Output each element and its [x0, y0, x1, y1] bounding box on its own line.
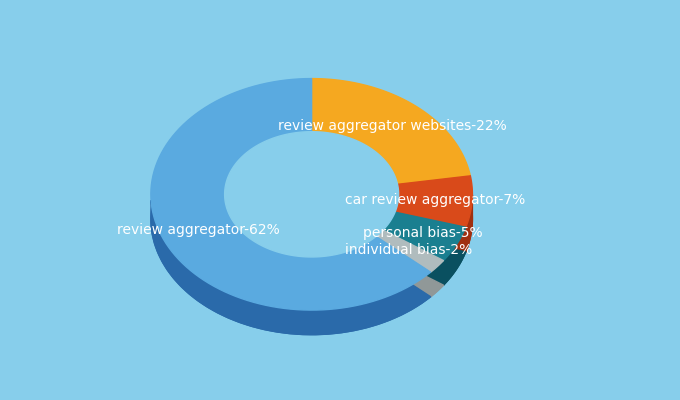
- Polygon shape: [443, 227, 466, 285]
- Polygon shape: [224, 198, 376, 282]
- Polygon shape: [466, 195, 473, 252]
- Polygon shape: [151, 103, 430, 335]
- Polygon shape: [383, 230, 443, 285]
- Polygon shape: [376, 255, 443, 297]
- Polygon shape: [383, 212, 395, 255]
- Polygon shape: [224, 132, 398, 257]
- Polygon shape: [376, 230, 443, 272]
- Polygon shape: [376, 236, 430, 297]
- Polygon shape: [311, 103, 471, 209]
- Polygon shape: [430, 260, 443, 297]
- Text: personal bias-5%: personal bias-5%: [363, 226, 483, 240]
- Text: review aggregator-62%: review aggregator-62%: [117, 224, 279, 238]
- Polygon shape: [311, 78, 471, 184]
- Polygon shape: [151, 200, 430, 335]
- Polygon shape: [224, 156, 398, 282]
- Text: car review aggregator-7%: car review aggregator-7%: [345, 193, 526, 207]
- Polygon shape: [376, 236, 430, 297]
- Text: review aggregator websites-22%: review aggregator websites-22%: [277, 120, 507, 134]
- Polygon shape: [395, 200, 473, 252]
- Polygon shape: [383, 212, 466, 260]
- Polygon shape: [395, 212, 466, 252]
- Polygon shape: [383, 237, 466, 285]
- Polygon shape: [383, 230, 443, 285]
- Text: individual bias-2%: individual bias-2%: [345, 243, 472, 257]
- Polygon shape: [395, 195, 398, 237]
- Polygon shape: [395, 176, 473, 227]
- Polygon shape: [151, 78, 430, 310]
- Polygon shape: [395, 212, 466, 252]
- Polygon shape: [376, 230, 383, 261]
